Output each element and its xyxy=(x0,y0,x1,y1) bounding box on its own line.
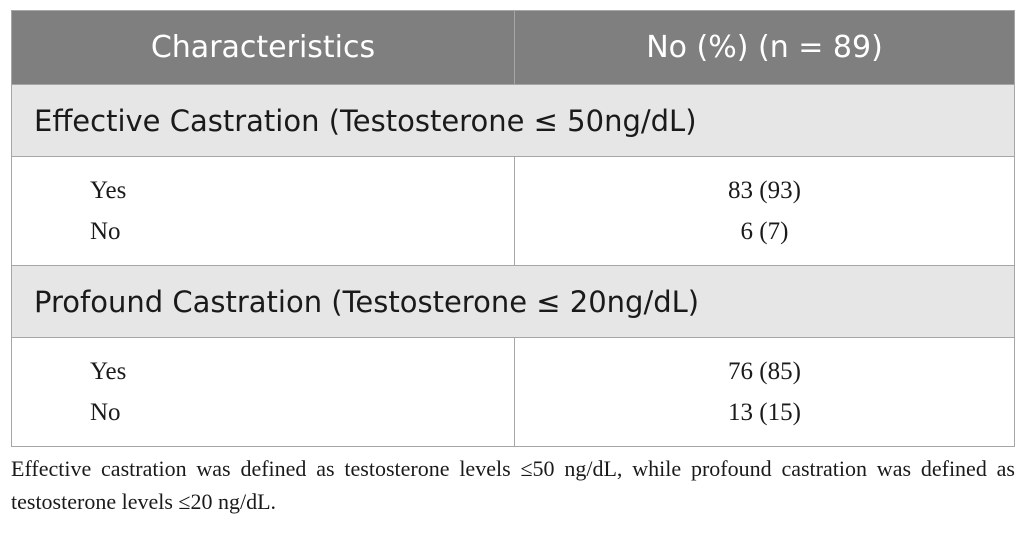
row-value-yes: 83 (93) xyxy=(728,177,801,204)
row-values: 76 (85) 13 (15) xyxy=(515,338,1014,446)
row-label-yes: Yes xyxy=(90,358,127,385)
row-label-no: No xyxy=(90,399,121,426)
table-header-row: Characteristics No (%) (n = 89) xyxy=(12,11,1014,84)
table-row: Yes No 76 (85) 13 (15) xyxy=(12,337,1014,446)
row-value-no: 13 (15) xyxy=(728,399,801,426)
row-values: 83 (93) 6 (7) xyxy=(515,157,1014,265)
row-labels: Yes No xyxy=(12,157,515,265)
row-value-yes: 76 (85) xyxy=(728,358,801,385)
section-profound-castration: Profound Castration (Testosterone ≤ 20ng… xyxy=(12,265,1014,337)
table-footnote: Effective castration was defined as test… xyxy=(11,456,1015,514)
header-characteristics: Characteristics xyxy=(12,11,515,84)
row-labels: Yes No xyxy=(12,338,515,446)
section-effective-castration: Effective Castration (Testosterone ≤ 50n… xyxy=(12,84,1014,156)
row-label-yes: Yes xyxy=(90,177,127,204)
row-label-no: No xyxy=(90,218,121,245)
row-value-no: 6 (7) xyxy=(740,218,789,245)
results-table: Characteristics No (%) (n = 89) Effectiv… xyxy=(11,10,1015,447)
header-count-percent: No (%) (n = 89) xyxy=(646,30,883,65)
table-row: Yes No 83 (93) 6 (7) xyxy=(12,156,1014,265)
